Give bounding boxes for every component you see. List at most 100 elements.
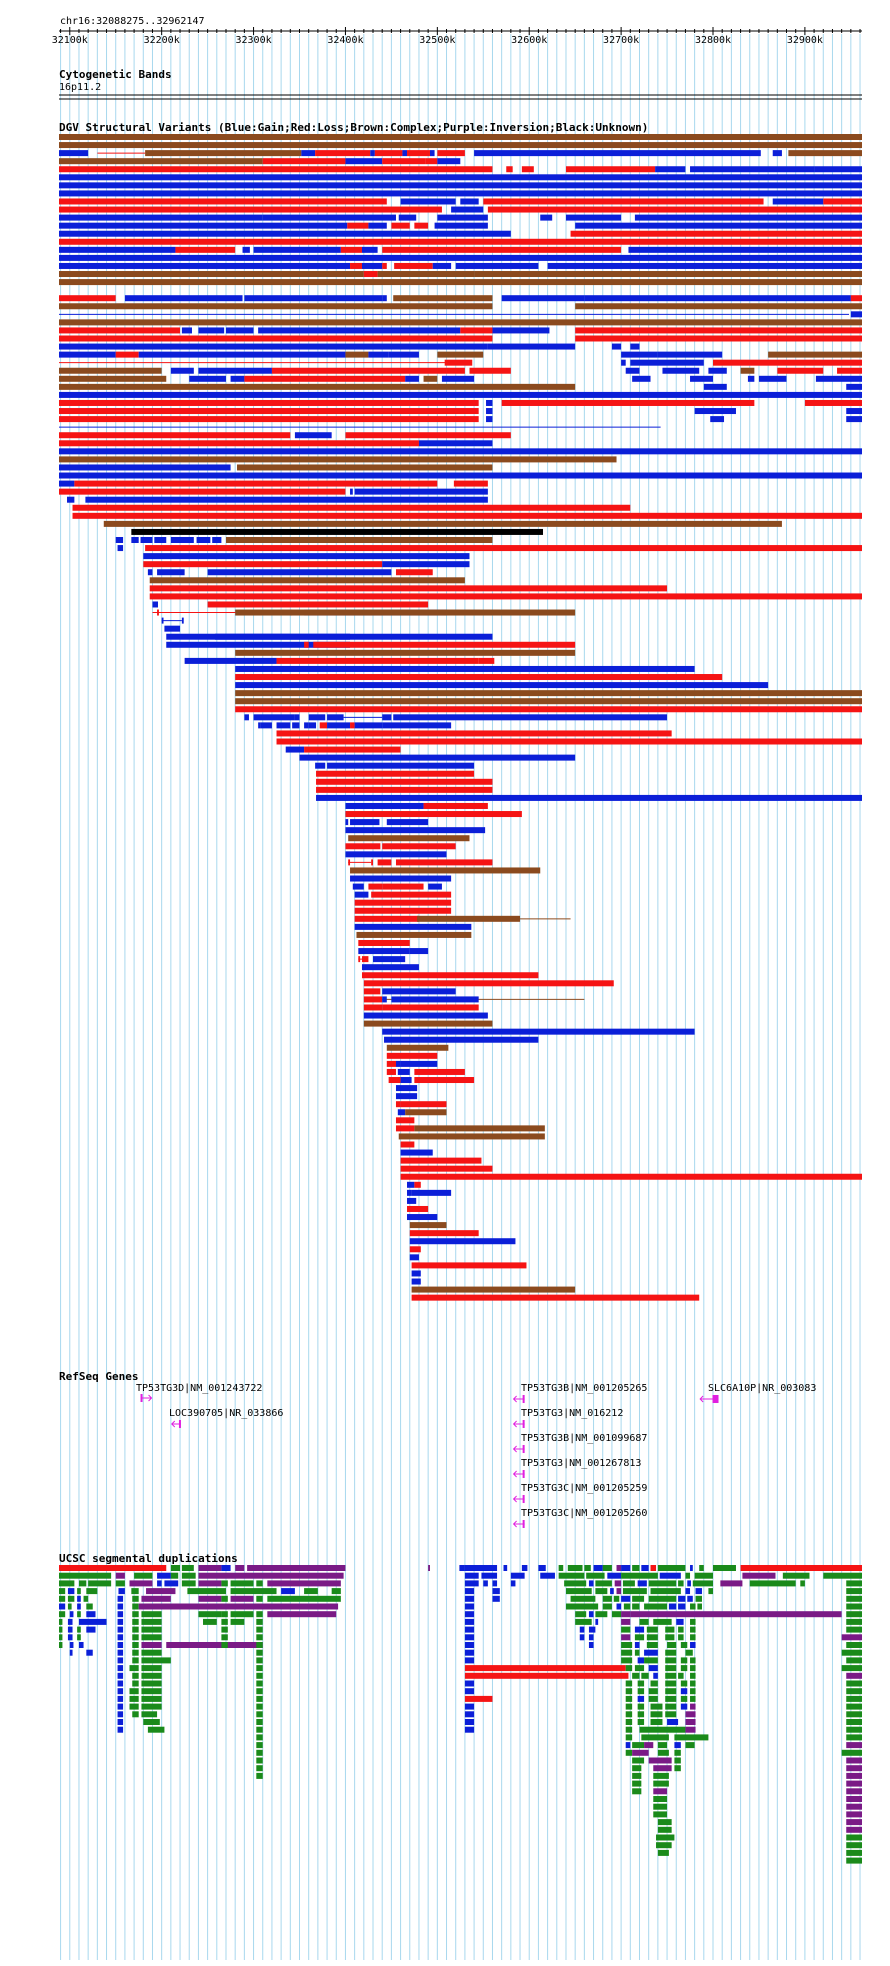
refseq-strand-arrow	[512, 1520, 517, 1528]
segdup-feature	[634, 1634, 645, 1641]
segdup-feature	[646, 1642, 658, 1648]
segdup-feature	[141, 1688, 162, 1695]
dgv-feature	[363, 1020, 493, 1027]
segdup-feature	[256, 1611, 263, 1618]
dgv-feature	[304, 641, 309, 648]
segdup-feature	[846, 1618, 862, 1625]
segdup-feature	[464, 1634, 475, 1641]
segdup-feature	[685, 1572, 691, 1579]
dgv-feature	[276, 730, 672, 737]
dgv-feature	[386, 1068, 396, 1075]
segdup-feature	[141, 1611, 162, 1618]
segdup-feature	[846, 1742, 862, 1749]
dgv-feature	[59, 142, 862, 149]
dgv-feature	[407, 1197, 417, 1204]
segdup-feature	[657, 1849, 669, 1856]
segdup-feature	[221, 1634, 228, 1641]
segdup-feature	[690, 1634, 696, 1641]
dgv-feature	[388, 1077, 401, 1084]
dgv-feature	[434, 222, 488, 229]
segdup-feature	[621, 1618, 631, 1625]
segdup-feature	[644, 1657, 658, 1664]
segdup-feature	[637, 1688, 645, 1695]
dgv-feature	[358, 956, 361, 963]
dgv-feature	[400, 1101, 447, 1108]
dgv-feature	[690, 166, 815, 173]
dgv-feature	[143, 561, 383, 568]
dgv-feature	[59, 375, 167, 382]
segdup-feature	[235, 1565, 245, 1571]
dgv-feature	[391, 222, 410, 229]
segdup-feature	[614, 1580, 622, 1587]
dgv-feature	[814, 166, 862, 173]
dgv-feature	[59, 150, 89, 157]
segdup-feature	[593, 1565, 603, 1571]
segdup-feature	[648, 1695, 658, 1702]
dgv-feature	[402, 150, 408, 157]
dgv-feature	[85, 496, 488, 503]
segdup-feature	[846, 1688, 862, 1695]
segdup-feature	[690, 1657, 696, 1664]
segdup-feature	[648, 1757, 672, 1764]
segdup-feature	[621, 1572, 658, 1579]
segdup-feature	[632, 1603, 640, 1610]
segdup-feature	[690, 1626, 696, 1633]
dgv-feature	[395, 569, 433, 576]
segdup-feature	[483, 1580, 488, 1587]
segdup-feature	[132, 1626, 139, 1633]
dgv-feature	[407, 1181, 415, 1188]
segdup-feature	[117, 1719, 124, 1725]
segdup-feature	[77, 1626, 81, 1633]
dgv-feature	[358, 940, 410, 946]
segdup-feature	[464, 1726, 475, 1733]
dgv-feature	[316, 794, 862, 801]
segdup-feature	[637, 1680, 645, 1687]
segdup-feature	[690, 1703, 696, 1710]
segdup-feature	[650, 1703, 663, 1710]
ruler-tick-label: 32600k	[511, 35, 547, 46]
segdup-feature	[143, 1719, 160, 1725]
segdup-feature	[634, 1665, 645, 1672]
segdup-feature	[680, 1642, 688, 1648]
segdup-feature	[570, 1595, 596, 1602]
dgv-feature	[354, 899, 452, 906]
dgv-feature	[772, 150, 782, 157]
dgv-feature	[382, 1028, 695, 1035]
dgv-feature	[131, 528, 544, 535]
segdup-feature	[613, 1595, 620, 1602]
segdup-feature	[59, 1565, 167, 1571]
dgv-feature	[772, 198, 824, 205]
dgv-feature	[486, 416, 493, 423]
segdup-feature	[674, 1749, 681, 1756]
dgv-feature	[59, 335, 493, 342]
segdup-feature	[256, 1649, 263, 1656]
segdup-feature	[639, 1618, 649, 1625]
segdup-feature	[256, 1695, 263, 1702]
dgv-feature	[350, 262, 362, 269]
segdup-feature	[846, 1726, 862, 1733]
segdup-feature	[846, 1626, 862, 1633]
dgv-feature	[244, 375, 406, 382]
dgv-feature	[501, 399, 755, 406]
segdup-feature	[637, 1711, 645, 1718]
dgv-feature	[230, 375, 245, 382]
segdup-feature	[267, 1595, 341, 1602]
segdup-feature	[846, 1695, 862, 1702]
dgv-feature	[59, 214, 263, 221]
dgv-feature	[350, 867, 541, 874]
segdup-feature	[841, 1649, 862, 1656]
dgv-feature	[690, 375, 714, 382]
dgv-feature	[621, 359, 626, 366]
segdup-feature	[170, 1572, 179, 1579]
dgv-feature	[584, 295, 851, 302]
dgv-feature	[181, 617, 184, 624]
segdup-feature	[77, 1611, 81, 1618]
segdup-feature	[653, 1772, 669, 1779]
dgv-feature	[235, 690, 862, 697]
dgv-feature	[414, 222, 429, 229]
dgv-feature	[407, 1214, 438, 1221]
segdup-feature	[141, 1595, 171, 1602]
segdup-feature	[141, 1626, 162, 1633]
dgv-feature	[777, 367, 824, 374]
segdup-feature	[256, 1688, 263, 1695]
